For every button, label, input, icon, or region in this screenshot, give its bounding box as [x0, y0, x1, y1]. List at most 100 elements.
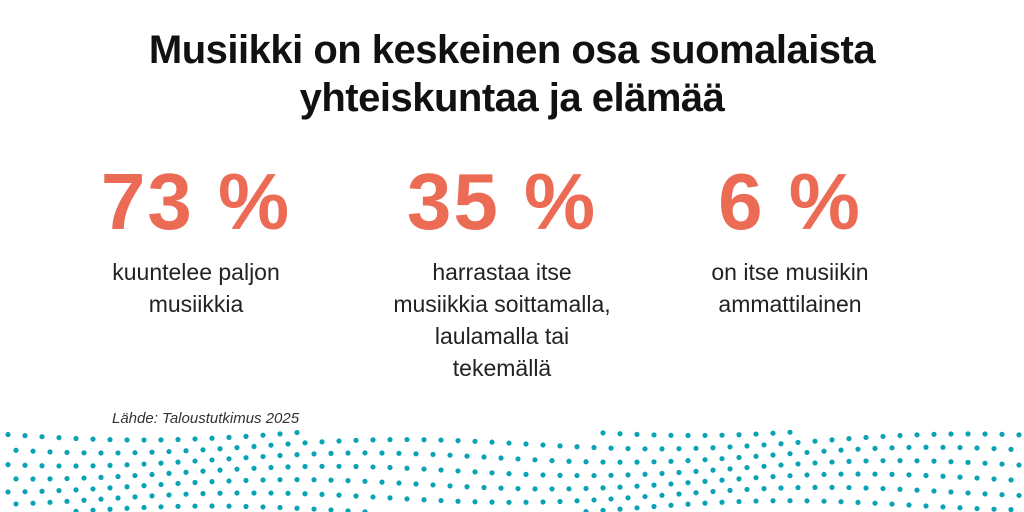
dot [73, 487, 79, 493]
dot [557, 498, 563, 505]
dot [260, 477, 266, 483]
dot [13, 476, 19, 482]
dot [353, 437, 359, 443]
dot [22, 462, 28, 468]
dot [175, 503, 181, 509]
dot [158, 460, 164, 466]
dot [387, 464, 393, 471]
dot [498, 485, 504, 491]
dot [872, 445, 878, 452]
dot [294, 477, 300, 483]
dot [81, 475, 87, 481]
dot [379, 479, 385, 485]
dot [549, 458, 555, 464]
dot [141, 504, 147, 511]
dot [778, 441, 784, 447]
dot [132, 450, 138, 456]
dot [421, 437, 427, 443]
desc-line: kuuntelee paljon [112, 259, 280, 285]
dot [923, 472, 929, 479]
dot [277, 431, 283, 437]
dot [940, 444, 946, 450]
dot [90, 463, 96, 469]
dot [175, 480, 181, 487]
dot [404, 436, 410, 443]
dot [328, 450, 334, 456]
dot [319, 491, 325, 497]
dot [209, 479, 215, 485]
dot [897, 486, 903, 492]
dot [277, 452, 283, 459]
dot [294, 430, 300, 436]
dot [804, 472, 810, 478]
dot [464, 453, 470, 459]
dot [515, 485, 521, 492]
dot [914, 458, 920, 464]
dot [404, 496, 410, 502]
dot [523, 471, 529, 477]
dot [30, 448, 36, 454]
dot [472, 469, 478, 475]
dot [685, 432, 691, 439]
dot [557, 443, 563, 449]
dot [710, 488, 716, 495]
dot [47, 476, 53, 482]
dot [625, 445, 631, 452]
dot [965, 431, 971, 437]
dot [906, 502, 912, 508]
dot [217, 467, 223, 473]
dot [719, 477, 725, 483]
dot [387, 495, 393, 501]
dot [574, 472, 580, 479]
dot [226, 434, 232, 440]
dot [243, 455, 249, 461]
dot [889, 501, 895, 507]
dot [566, 486, 572, 492]
dot [591, 444, 597, 451]
dot [166, 470, 172, 476]
dot [982, 460, 988, 466]
dot [583, 508, 589, 512]
dot [302, 491, 308, 497]
dot [540, 499, 546, 505]
stat-professionals: 6 % on itse musiikin ammattilainen [640, 160, 940, 320]
dot [770, 474, 776, 480]
dot [489, 499, 495, 505]
dot [931, 458, 937, 464]
dot [1016, 462, 1022, 468]
dot [447, 452, 453, 458]
dot [855, 471, 861, 477]
dot [438, 497, 444, 504]
dot [923, 444, 929, 450]
dot [617, 506, 623, 512]
dot [812, 460, 818, 466]
dot [90, 486, 96, 492]
dot [464, 484, 470, 490]
dot [149, 471, 155, 478]
dot [965, 459, 971, 465]
dot [124, 484, 130, 490]
stat-listeners: 73 % kuuntelee paljon musiikkia [46, 160, 346, 320]
desc-line: ammattilainen [718, 291, 862, 317]
dot [98, 450, 104, 456]
dot [710, 445, 716, 451]
dot [838, 447, 844, 453]
dot [795, 461, 801, 467]
dot [702, 432, 708, 439]
dot [353, 463, 359, 470]
dot [200, 491, 206, 497]
dot [515, 456, 521, 462]
dot [64, 498, 70, 504]
dot [999, 492, 1005, 498]
dot [81, 450, 87, 456]
dot [574, 444, 580, 450]
dot [753, 498, 759, 504]
dot [107, 506, 113, 512]
dot [676, 469, 682, 476]
dot [736, 454, 742, 461]
dot [727, 487, 733, 493]
dot [761, 486, 767, 492]
dot [770, 452, 776, 458]
dot [532, 486, 538, 492]
dot [447, 483, 453, 489]
